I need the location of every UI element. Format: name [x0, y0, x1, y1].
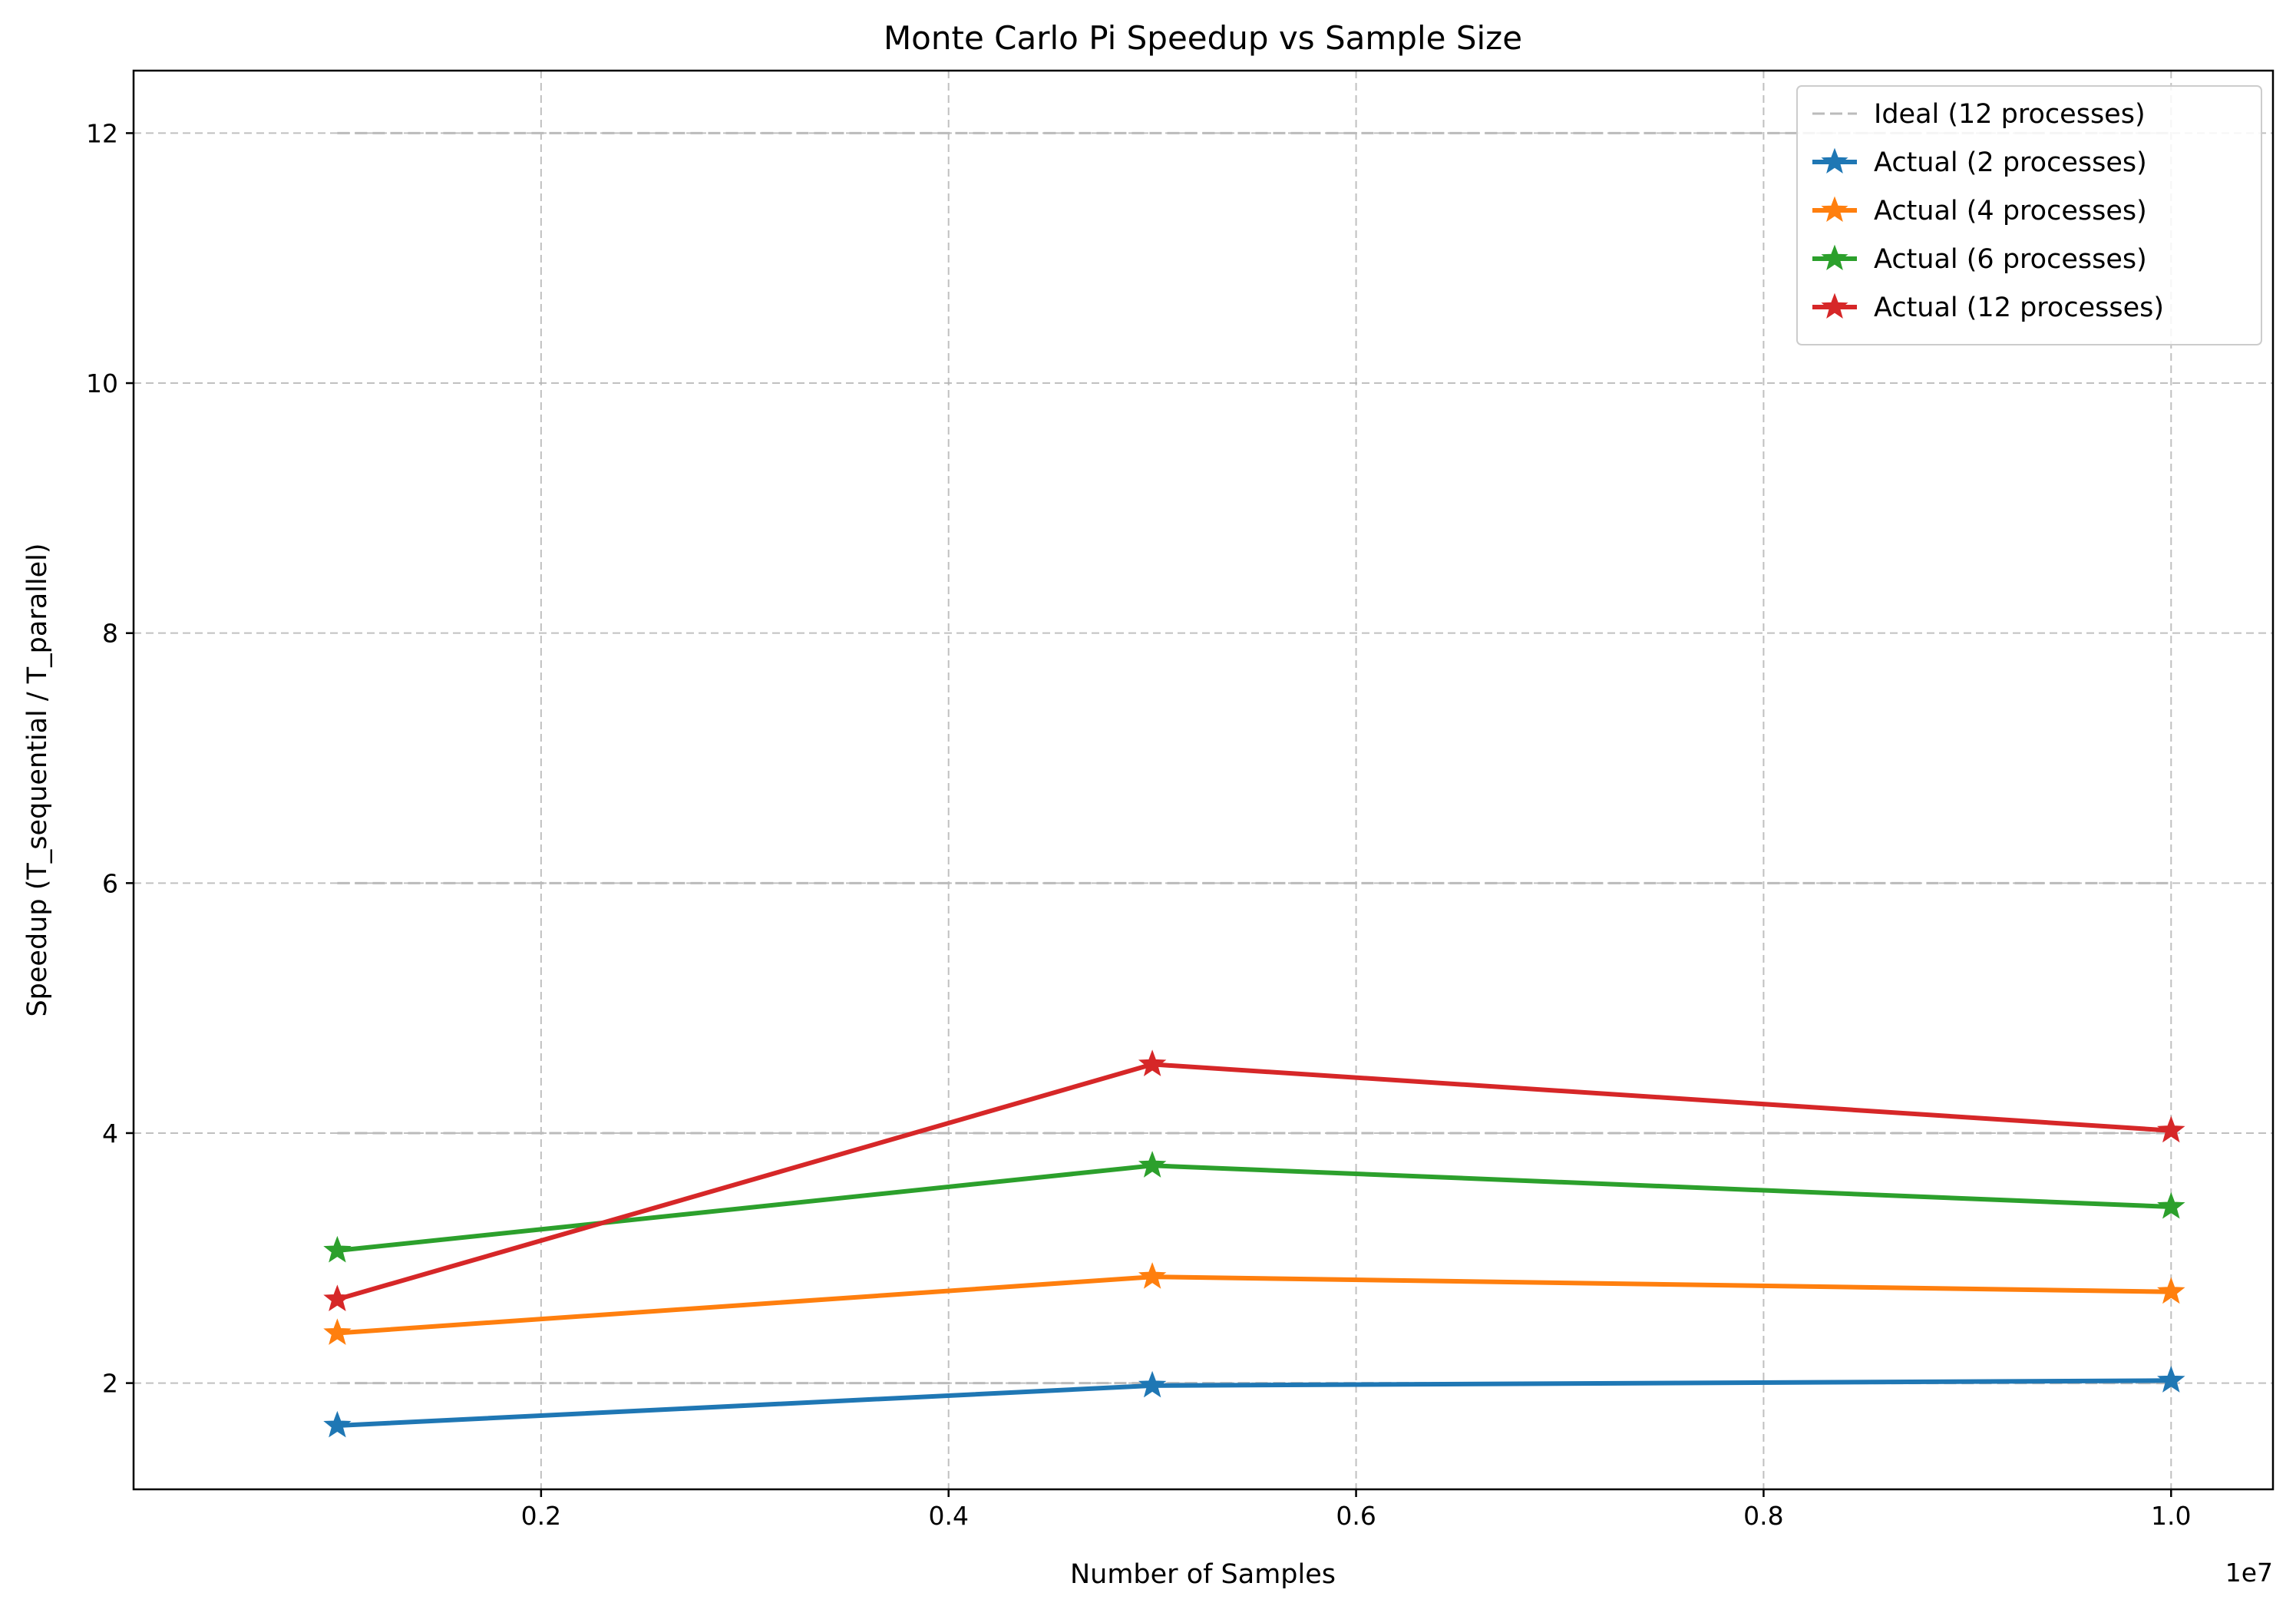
series-2-point-1 — [1138, 1151, 1167, 1178]
y-tick-label-2: 6 — [102, 868, 118, 898]
legend-marker-series-2 — [1821, 244, 1848, 270]
series-1-point-0 — [323, 1318, 352, 1345]
x-tick-label-1: 0.4 — [928, 1501, 968, 1531]
y-axis-label: Speedup (T_sequential / T_parallel) — [22, 543, 53, 1016]
legend-box — [1796, 85, 2262, 345]
x-axis-offset-label: 1e7 — [2225, 1558, 2273, 1588]
legend: Ideal (12 processes) Actual (2 processes)… — [1796, 85, 2262, 345]
y-tick-label-5: 12 — [86, 118, 118, 148]
chart-title: Monte Carlo Pi Speedup vs Sample Size — [884, 19, 1522, 57]
x-axis-label: Number of Samples — [1070, 1559, 1336, 1590]
series-3-point-0 — [323, 1284, 352, 1312]
legend-label-series-3: Actual (12 processes) — [1874, 292, 2164, 323]
x-tick-label-4: 1.0 — [2151, 1501, 2191, 1531]
legend-label-series-2: Actual (6 processes) — [1874, 244, 2147, 275]
series-0-point-2 — [2157, 1366, 2185, 1393]
x-tick-label-2: 0.6 — [1336, 1501, 1376, 1531]
y-tick-label-0: 2 — [102, 1369, 118, 1399]
legend-label-series-0: Actual (2 processes) — [1874, 147, 2147, 178]
series-1-point-2 — [2157, 1277, 2185, 1304]
series-2-point-0 — [323, 1235, 352, 1263]
y-tick-label-4: 10 — [86, 368, 118, 398]
series-3-point-1 — [1138, 1049, 1167, 1076]
series-2-point-2 — [2157, 1191, 2185, 1219]
x-tick-label-0: 0.2 — [521, 1501, 561, 1531]
legend-marker-series-0 — [1821, 147, 1848, 173]
series-0-point-0 — [323, 1410, 352, 1438]
series-lines — [323, 1049, 2185, 1438]
series-0-point-1 — [1138, 1370, 1167, 1398]
y-tick-label-3: 8 — [102, 619, 118, 649]
x-tick-label-3: 0.8 — [1743, 1501, 1783, 1531]
legend-marker-series-3 — [1821, 292, 1848, 319]
y-tick-label-1: 4 — [102, 1119, 118, 1148]
y-axis-ticks: 2 4 6 8 10 12 — [86, 118, 134, 1399]
x-axis-ticks: 0.2 0.4 0.6 0.8 1.0 — [521, 1489, 2192, 1531]
series-1-point-1 — [1138, 1262, 1167, 1289]
legend-label-series-1: Actual (4 processes) — [1874, 196, 2147, 226]
series-3-point-2 — [2157, 1115, 2185, 1143]
legend-marker-series-1 — [1821, 196, 1848, 222]
plot-frame — [132, 69, 2275, 1491]
legend-label-ideal: Ideal (12 processes) — [1874, 99, 2146, 130]
